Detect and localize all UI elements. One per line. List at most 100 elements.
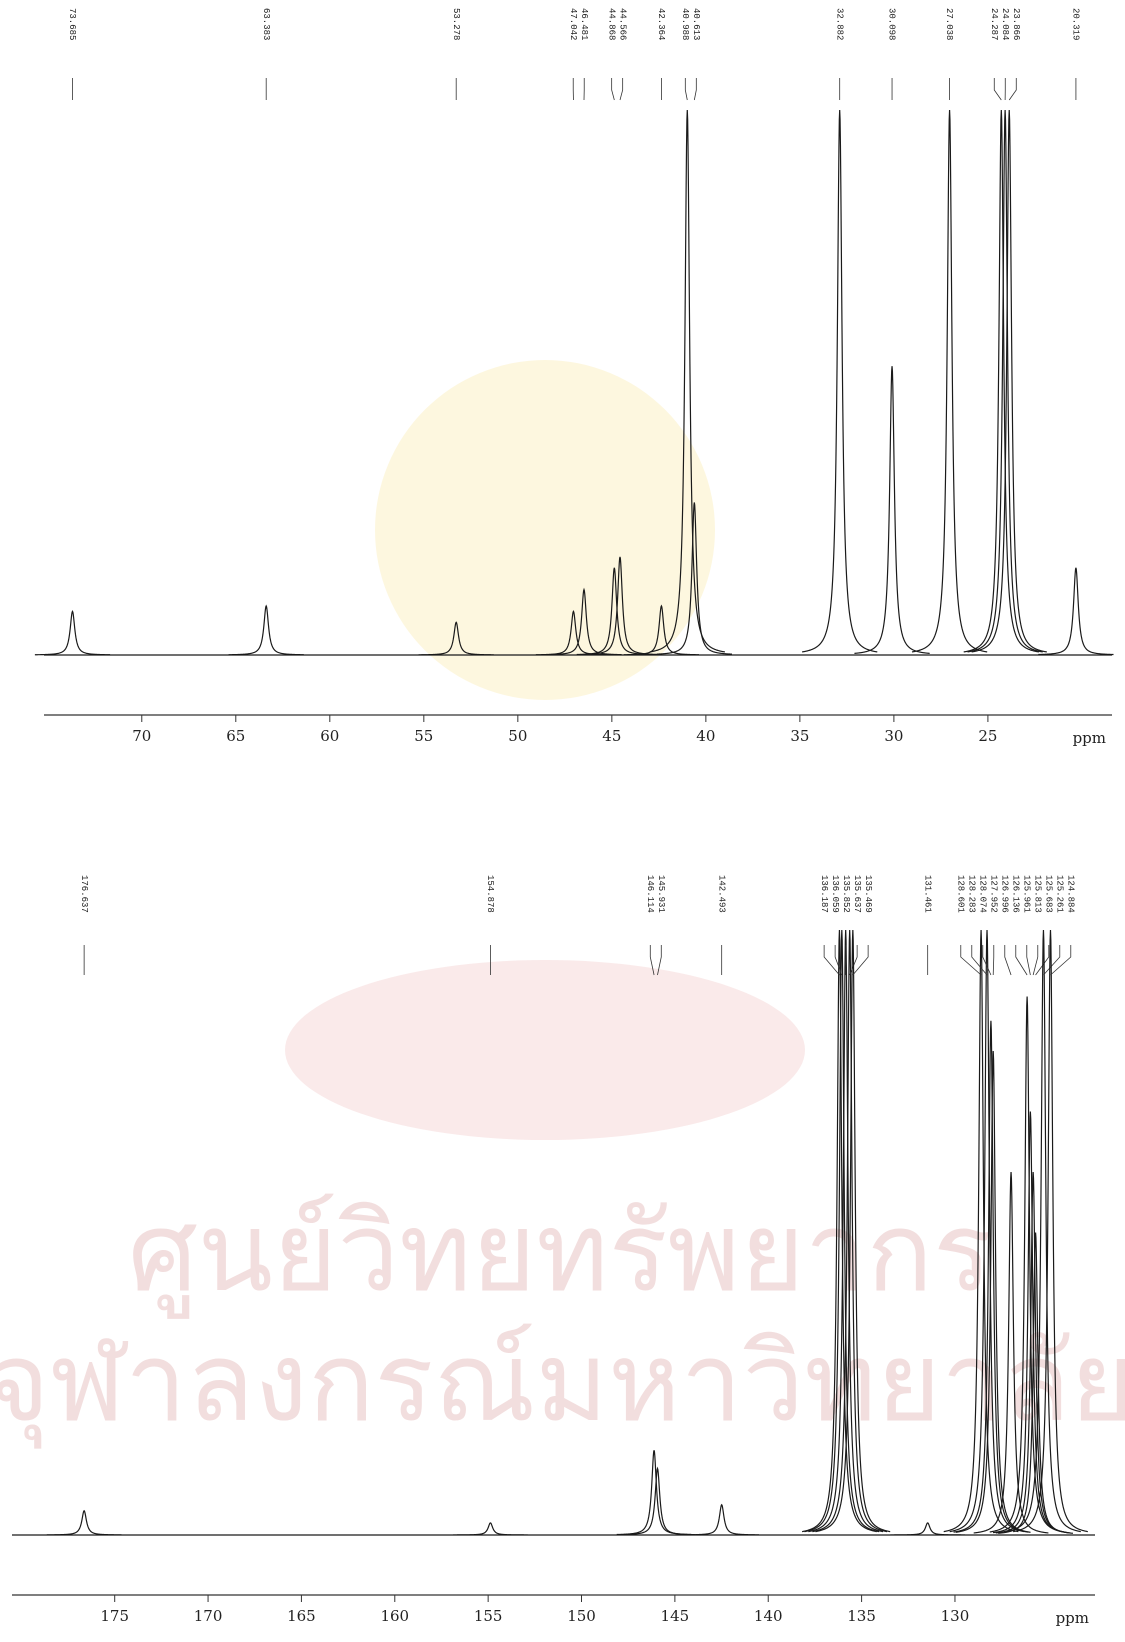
x-tick-label: 155 bbox=[474, 1607, 503, 1625]
peak bbox=[854, 366, 930, 654]
peak-connector bbox=[684, 78, 688, 101]
peak bbox=[228, 604, 304, 656]
peak bbox=[801, 929, 877, 1533]
peak-connector bbox=[657, 945, 662, 976]
peak-label: 135.852 bbox=[841, 875, 851, 913]
peak-label: 40.988 bbox=[680, 8, 690, 40]
x-tick-label: 60 bbox=[320, 727, 339, 745]
peak-label: 53.278 bbox=[451, 8, 461, 40]
peak-connector bbox=[619, 78, 624, 101]
peak bbox=[1013, 929, 1088, 1533]
peak-connector bbox=[1035, 945, 1050, 976]
peak-connector bbox=[852, 945, 869, 976]
peak bbox=[943, 929, 1019, 1533]
x-tick-label: 30 bbox=[884, 727, 903, 745]
peak bbox=[1038, 567, 1114, 656]
peak-label: 63.383 bbox=[261, 8, 271, 40]
peak-label: 27.038 bbox=[944, 8, 954, 40]
peak-label: 20.319 bbox=[1071, 8, 1081, 40]
peak bbox=[620, 1466, 695, 1536]
peak bbox=[967, 109, 1043, 653]
peak-connector bbox=[992, 945, 995, 976]
x-tick-label: 150 bbox=[567, 1607, 596, 1625]
peak-connector bbox=[960, 945, 982, 976]
peak bbox=[812, 929, 888, 1533]
peak-connector bbox=[1043, 945, 1061, 976]
x-tick-label: 65 bbox=[226, 727, 245, 745]
peak-label: 136.187 bbox=[819, 875, 829, 913]
x-tick-label: 50 bbox=[508, 727, 527, 745]
peak-label: 142.493 bbox=[716, 875, 726, 913]
watermark-base bbox=[285, 960, 805, 1140]
peak bbox=[453, 1522, 528, 1536]
peak-label: 73.685 bbox=[67, 8, 77, 40]
x-axis-label: ppm bbox=[1056, 1609, 1089, 1627]
x-tick-label: 130 bbox=[941, 1607, 970, 1625]
peak-connector bbox=[834, 945, 843, 976]
peak bbox=[963, 109, 1040, 653]
peak-label: 23.866 bbox=[1011, 8, 1021, 40]
peak-connector bbox=[993, 78, 1002, 101]
peak bbox=[808, 929, 884, 1533]
x-tick-label: 25 bbox=[978, 727, 997, 745]
peak-connector bbox=[693, 78, 697, 101]
peak bbox=[418, 621, 494, 656]
peak-label: 42.364 bbox=[656, 8, 666, 40]
peak-label: 128.283 bbox=[966, 875, 976, 913]
peak-connector bbox=[982, 945, 992, 976]
peak-connector bbox=[1050, 945, 1072, 976]
peak-label: 125.261 bbox=[1054, 875, 1064, 913]
peak-label: 136.059 bbox=[830, 875, 840, 913]
peak-label: 131.461 bbox=[922, 875, 932, 913]
x-tick-label: 70 bbox=[132, 727, 151, 745]
peak-label: 154.878 bbox=[485, 875, 495, 913]
peak-connector bbox=[1026, 945, 1031, 976]
peak-connector bbox=[971, 945, 988, 976]
x-tick-label: 145 bbox=[661, 1607, 690, 1625]
peak-label: 145.931 bbox=[656, 875, 666, 913]
peak-label: 30.098 bbox=[887, 8, 897, 40]
peak-label: 135.469 bbox=[863, 875, 873, 913]
x-tick-label: 35 bbox=[790, 727, 809, 745]
peak-label: 40.613 bbox=[691, 8, 701, 40]
x-tick-label: 165 bbox=[287, 1607, 316, 1625]
peak-label: 128.601 bbox=[955, 875, 965, 913]
peak bbox=[911, 109, 988, 653]
peak bbox=[684, 1503, 760, 1536]
peak bbox=[971, 109, 1047, 653]
peak bbox=[949, 929, 1025, 1533]
peak-label: 44.566 bbox=[617, 8, 627, 40]
peak bbox=[1005, 929, 1081, 1533]
peak-label: 135.637 bbox=[852, 875, 862, 913]
peak-connector bbox=[1008, 78, 1017, 101]
peak-connector bbox=[1015, 945, 1028, 976]
peak bbox=[656, 502, 732, 655]
peak bbox=[801, 109, 878, 653]
peak-connector bbox=[1004, 945, 1012, 976]
peak-label: 32.882 bbox=[834, 8, 844, 40]
peak-label: 176.637 bbox=[79, 875, 89, 913]
watermark-emblem bbox=[375, 360, 715, 700]
peak-label: 127.952 bbox=[988, 875, 998, 913]
x-tick-label: 140 bbox=[754, 1607, 783, 1625]
x-tick-label: 135 bbox=[847, 1607, 876, 1625]
peak bbox=[46, 1509, 122, 1536]
peak-connector bbox=[649, 945, 655, 976]
peak bbox=[955, 1050, 1031, 1533]
watermark-text: ศูนย์วิทยทรัพยากร bbox=[128, 1188, 992, 1319]
peak bbox=[804, 929, 880, 1533]
peak-label: 24.287 bbox=[989, 8, 999, 40]
peak-label: 126.996 bbox=[999, 875, 1009, 913]
x-tick-label: 160 bbox=[380, 1607, 409, 1625]
peak-label: 24.084 bbox=[1000, 8, 1010, 40]
peak-label: 124.884 bbox=[1065, 875, 1075, 913]
x-tick-label: 175 bbox=[100, 1607, 129, 1625]
watermark-text: จุฬาลงกรณ์มหาวิทยาลัย bbox=[0, 1318, 1125, 1449]
peak-label: 125.961 bbox=[1021, 875, 1031, 913]
peak bbox=[616, 1450, 692, 1536]
peak-label: 46.481 bbox=[579, 8, 589, 40]
peak bbox=[973, 1171, 1049, 1534]
peak bbox=[649, 109, 725, 653]
peak-connector bbox=[1032, 945, 1039, 976]
